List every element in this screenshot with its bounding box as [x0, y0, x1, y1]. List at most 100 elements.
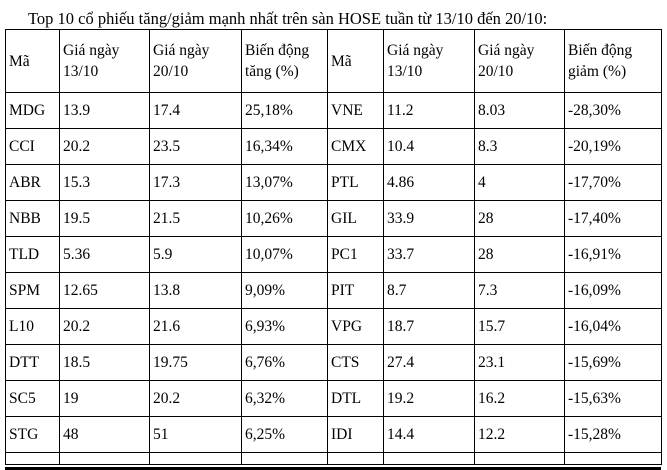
table-row: NBB 19.5 21.5 10,26% GIL 33.9 28 -17,40% [5, 200, 662, 237]
cell-gainer-price-1310: 12.65 [59, 272, 150, 309]
table-row: STG 48 51 6,25% IDI 14.4 12.2 -15,28% [5, 416, 662, 453]
cell-gainer-code: SPM [5, 272, 60, 309]
table-row: L10 20.2 21.6 6,93% VPG 18.7 15.7 -16,04% [5, 308, 662, 345]
cell-gainer-change: 25,18% [241, 92, 328, 129]
cell-loser-price-2010: 28 [474, 200, 565, 237]
cell-gainer-code: L10 [5, 308, 60, 345]
cell-loser-change: -17,40% [564, 200, 662, 237]
cell-loser-price-1310: 19.2 [383, 380, 475, 417]
cell-gainer-price-2010: 17.3 [149, 164, 242, 201]
empty-cell [59, 452, 150, 465]
table-row: CCI 20.2 23.5 16,34% CMX 10.4 8.3 -20,19% [5, 128, 662, 165]
table-row: SPM 12.65 13.8 9,09% PIT 8.7 7.3 -16,09% [5, 272, 662, 309]
cell-loser-price-1310: 33.7 [383, 236, 475, 273]
cell-loser-price-2010: 15.7 [474, 308, 565, 345]
header-price-1310-losers: Giá ngày 13/10 [383, 29, 475, 93]
cell-loser-code: PTL [327, 164, 384, 201]
cell-gainer-price-2010: 21.6 [149, 308, 242, 345]
cell-loser-price-1310: 33.9 [383, 200, 475, 237]
cell-gainer-change: 6,76% [241, 344, 328, 381]
cell-gainer-code: STG [5, 416, 60, 453]
cell-loser-change: -15,63% [564, 380, 662, 417]
cell-loser-change: -16,09% [564, 272, 662, 309]
cell-gainer-price-2010: 17.4 [149, 92, 242, 129]
cell-gainer-change: 6,93% [241, 308, 328, 345]
cell-gainer-price-2010: 19.75 [149, 344, 242, 381]
cell-loser-price-1310: 14.4 [383, 416, 475, 453]
cell-loser-code: PC1 [327, 236, 384, 273]
empty-cell [5, 452, 60, 465]
table-row: TLD 5.36 5.9 10,07% PC1 33.7 28 -16,91% [5, 236, 662, 273]
bottom-rule [5, 467, 661, 470]
cell-loser-price-2010: 8.3 [474, 128, 565, 165]
header-price-2010-gainers: Giá ngày 20/10 [149, 29, 242, 93]
cell-gainer-code: MDG [5, 92, 60, 129]
empty-cell [383, 452, 475, 465]
header-change-gainers: Biến động tăng (%) [241, 29, 328, 93]
cell-gainer-code: DTT [5, 344, 60, 381]
cell-gainer-price-1310: 15.3 [59, 164, 150, 201]
cell-gainer-change: 13,07% [241, 164, 328, 201]
cell-loser-code: CMX [327, 128, 384, 165]
cell-gainer-price-1310: 19.5 [59, 200, 150, 237]
cell-gainer-change: 9,09% [241, 272, 328, 309]
cell-gainer-code: ABR [5, 164, 60, 201]
header-change-losers: Biến động giảm (%) [564, 29, 662, 93]
cell-loser-price-2010: 4 [474, 164, 565, 201]
cell-loser-price-1310: 8.7 [383, 272, 475, 309]
empty-cell [564, 452, 662, 465]
cell-loser-code: DTL [327, 380, 384, 417]
empty-cell [474, 452, 565, 465]
cell-loser-change: -16,04% [564, 308, 662, 345]
cell-gainer-price-2010: 20.2 [149, 380, 242, 417]
cell-loser-price-2010: 12.2 [474, 416, 565, 453]
cell-loser-price-2010: 8.03 [474, 92, 565, 129]
cell-gainer-price-1310: 20.2 [59, 128, 150, 165]
cell-loser-price-2010: 16.2 [474, 380, 565, 417]
cell-gainer-price-1310: 19 [59, 380, 150, 417]
page-title: Top 10 cổ phiếu tăng/giảm mạnh nhất trên… [28, 9, 548, 28]
cell-gainer-code: SC5 [5, 380, 60, 417]
cell-gainer-change: 10,26% [241, 200, 328, 237]
empty-cell [149, 452, 242, 465]
cell-loser-price-1310: 11.2 [383, 92, 475, 129]
header-row: Mã Giá ngày 13/10 Giá ngày 20/10 Biến độ… [5, 29, 662, 93]
header-price-1310-gainers: Giá ngày 13/10 [59, 29, 150, 93]
cell-loser-price-1310: 18.7 [383, 308, 475, 345]
cell-gainer-price-1310: 48 [59, 416, 150, 453]
stock-table: Mã Giá ngày 13/10 Giá ngày 20/10 Biến độ… [5, 29, 662, 465]
cell-loser-code: IDI [327, 416, 384, 453]
table-row: MDG 13.9 17.4 25,18% VNE 11.2 8.03 -28,30% [5, 92, 662, 129]
cell-loser-change: -15,69% [564, 344, 662, 381]
cell-gainer-price-1310: 5.36 [59, 236, 150, 273]
cell-loser-code: VNE [327, 92, 384, 129]
empty-cell [327, 452, 384, 465]
cell-gainer-price-2010: 23.5 [149, 128, 242, 165]
header-code-gainers: Mã [5, 29, 60, 93]
cell-gainer-price-1310: 13.9 [59, 92, 150, 129]
cell-gainer-change: 10,07% [241, 236, 328, 273]
cell-loser-price-1310: 4.86 [383, 164, 475, 201]
cell-gainer-change: 6,25% [241, 416, 328, 453]
cell-loser-price-2010: 7.3 [474, 272, 565, 309]
cell-loser-code: PIT [327, 272, 384, 309]
cell-loser-change: -17,70% [564, 164, 662, 201]
cell-loser-change: -15,28% [564, 416, 662, 453]
cell-gainer-code: NBB [5, 200, 60, 237]
cell-gainer-price-1310: 20.2 [59, 308, 150, 345]
cell-loser-price-2010: 23.1 [474, 344, 565, 381]
cell-loser-price-1310: 10.4 [383, 128, 475, 165]
cell-gainer-price-2010: 21.5 [149, 200, 242, 237]
header-price-2010-losers: Giá ngày 20/10 [474, 29, 565, 93]
cell-loser-change: -16,91% [564, 236, 662, 273]
cell-loser-price-1310: 27.4 [383, 344, 475, 381]
cell-loser-change: -28,30% [564, 92, 662, 129]
partial-row [5, 452, 662, 465]
cell-gainer-change: 6,32% [241, 380, 328, 417]
cell-loser-code: GIL [327, 200, 384, 237]
cell-gainer-price-2010: 13.8 [149, 272, 242, 309]
table-row: DTT 18.5 19.75 6,76% CTS 27.4 23.1 -15,69% [5, 344, 662, 381]
cell-loser-code: CTS [327, 344, 384, 381]
cell-loser-change: -20,19% [564, 128, 662, 165]
